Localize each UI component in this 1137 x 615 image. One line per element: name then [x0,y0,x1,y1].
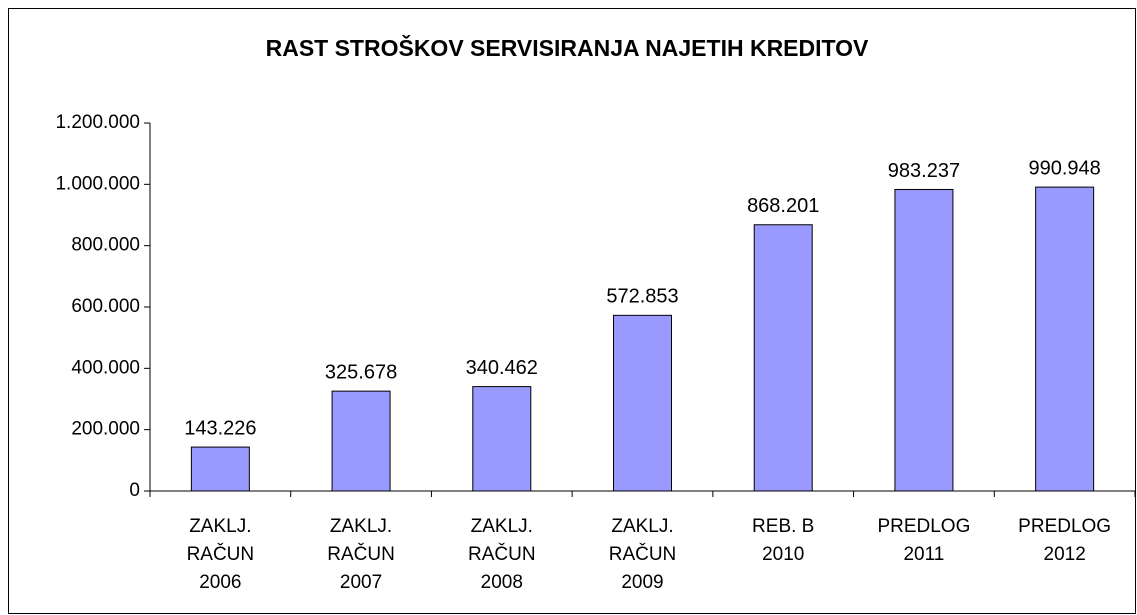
x-tick-label: PREDLOG [1018,516,1111,537]
value-label: 325.678 [325,361,397,383]
x-tick-label: 2012 [1044,544,1086,565]
x-tick-label: ZAKLJ. [471,516,533,537]
y-tick-label: 600.000 [71,296,140,317]
value-label: 572.853 [606,286,678,308]
x-tick-label: RAČUN [468,543,536,565]
x-tick-label: 2006 [199,572,241,593]
x-tick-label: 2010 [762,544,804,565]
x-tick-label: 2009 [621,572,663,593]
y-tick-label: 200.000 [71,419,140,440]
x-tick-label: RAČUN [187,543,255,565]
x-tick-label: ZAKLJ. [189,516,251,537]
bar [190,446,250,492]
y-tick-label: 1.200.000 [55,112,140,133]
bar [894,188,954,492]
x-tick-label: 2007 [340,572,382,593]
bar [331,390,391,492]
y-tick-label: 400.000 [71,357,140,378]
bar [1035,186,1095,492]
x-tick-label: ZAKLJ. [330,516,392,537]
x-tick-label: 2011 [903,544,944,565]
value-label: 868.201 [747,195,819,217]
y-tick-label: 0 [129,480,140,501]
x-tick-label: PREDLOG [877,516,970,537]
x-tick-label: RAČUN [609,543,677,565]
bar [613,314,672,492]
value-label: 983.237 [888,160,960,182]
chart-title: RAST STROŠKOV SERVISIRANJA NAJETIH KREDI… [266,34,869,61]
y-tick-label: 800.000 [71,235,140,256]
bar [753,224,813,492]
bar [472,386,532,492]
x-tick-label: ZAKLJ. [611,516,673,537]
value-label: 340.462 [466,357,538,379]
value-label: 143.226 [184,417,256,439]
value-label: 990.948 [1028,157,1100,179]
y-tick-label: 1.000.000 [55,173,140,194]
x-tick-label: RAČUN [327,543,395,565]
x-tick-label: 2008 [481,572,523,593]
x-tick-label: REB. B [752,516,814,537]
